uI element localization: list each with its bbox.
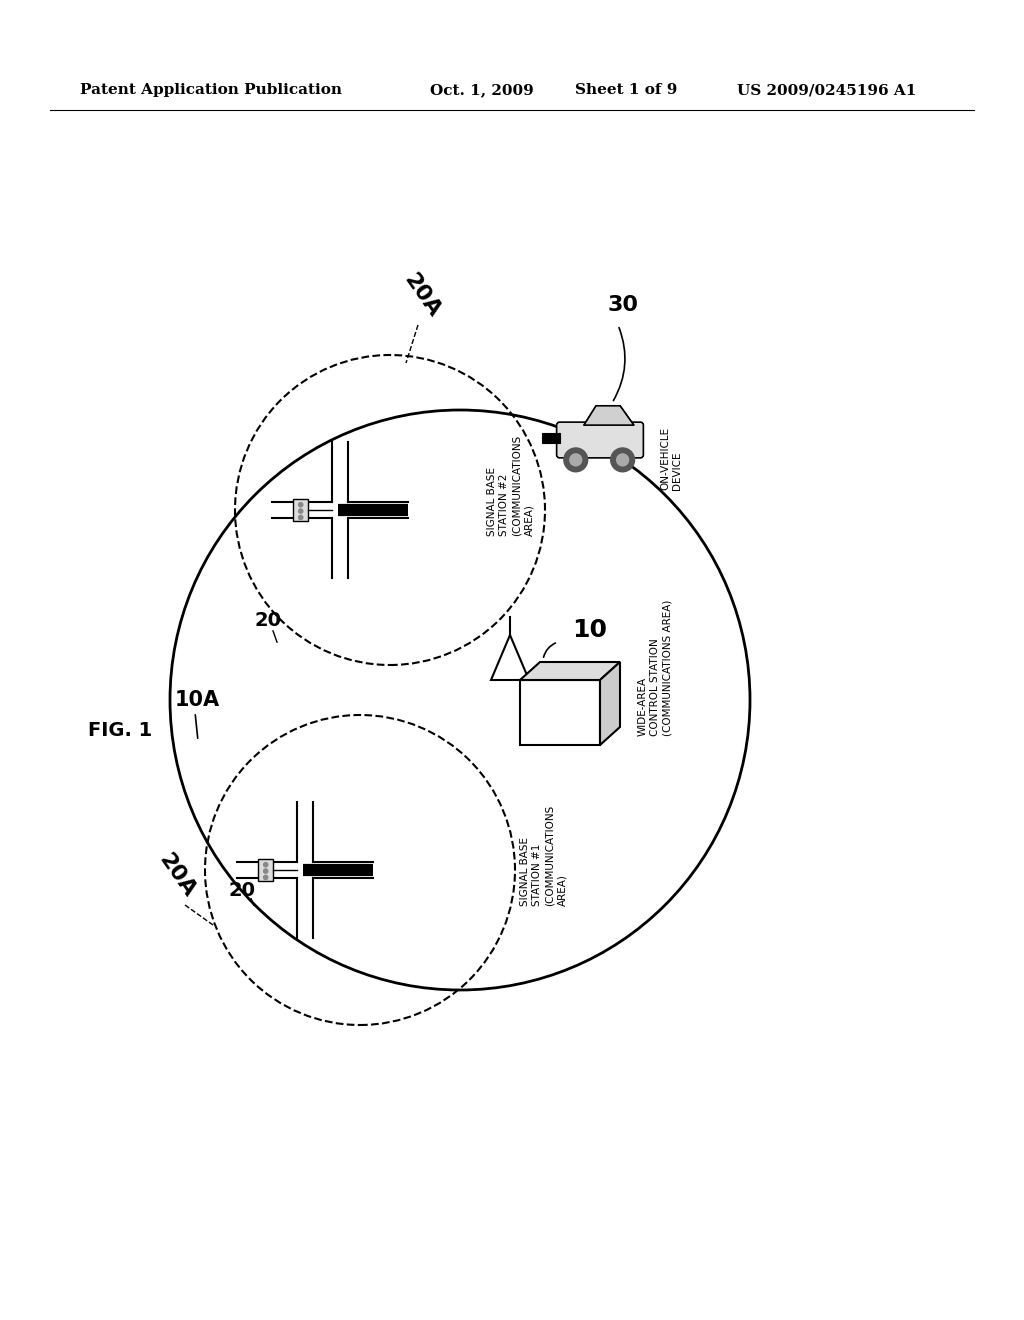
Text: ON-VEHICLE
DEVICE: ON-VEHICLE DEVICE [660, 426, 682, 490]
Bar [258, 859, 273, 880]
Text: 10: 10 [572, 618, 607, 642]
Circle shape [263, 862, 268, 867]
Circle shape [299, 515, 303, 520]
Circle shape [610, 447, 635, 471]
Text: Sheet 1 of 9: Sheet 1 of 9 [575, 83, 677, 96]
Text: WIDE-AREA
CONTROL STATION
(COMMUNICATIONS AREA): WIDE-AREA CONTROL STATION (COMMUNICATION… [638, 599, 673, 737]
Text: 20A: 20A [400, 269, 444, 321]
Text: 20: 20 [228, 880, 255, 899]
FancyBboxPatch shape [557, 422, 643, 458]
Text: Oct. 1, 2009: Oct. 1, 2009 [430, 83, 534, 96]
Text: 30: 30 [608, 294, 639, 315]
Text: SIGNAL BASE
STATION #2
(COMMUNICATIONS
AREA): SIGNAL BASE STATION #2 (COMMUNICATIONS A… [487, 434, 535, 536]
Circle shape [564, 447, 588, 471]
Text: 20A: 20A [155, 850, 199, 900]
Text: 10A: 10A [175, 690, 220, 710]
Bar [293, 499, 308, 520]
Circle shape [299, 510, 303, 513]
Text: 20: 20 [255, 610, 282, 630]
Text: Patent Application Publication: Patent Application Publication [80, 83, 342, 96]
Polygon shape [584, 405, 634, 425]
Circle shape [299, 503, 303, 507]
Text: US 2009/0245196 A1: US 2009/0245196 A1 [737, 83, 916, 96]
Circle shape [616, 454, 629, 466]
Text: SIGNAL BASE
STATION #1
(COMMUNICATIONS
AREA): SIGNAL BASE STATION #1 (COMMUNICATIONS A… [520, 804, 567, 906]
Polygon shape [600, 663, 620, 744]
Text: FIG. 1: FIG. 1 [88, 721, 153, 739]
Circle shape [569, 454, 582, 466]
Circle shape [263, 869, 268, 874]
Circle shape [263, 875, 268, 879]
Polygon shape [520, 663, 620, 680]
Bar [520, 680, 600, 744]
Bar [542, 433, 560, 444]
